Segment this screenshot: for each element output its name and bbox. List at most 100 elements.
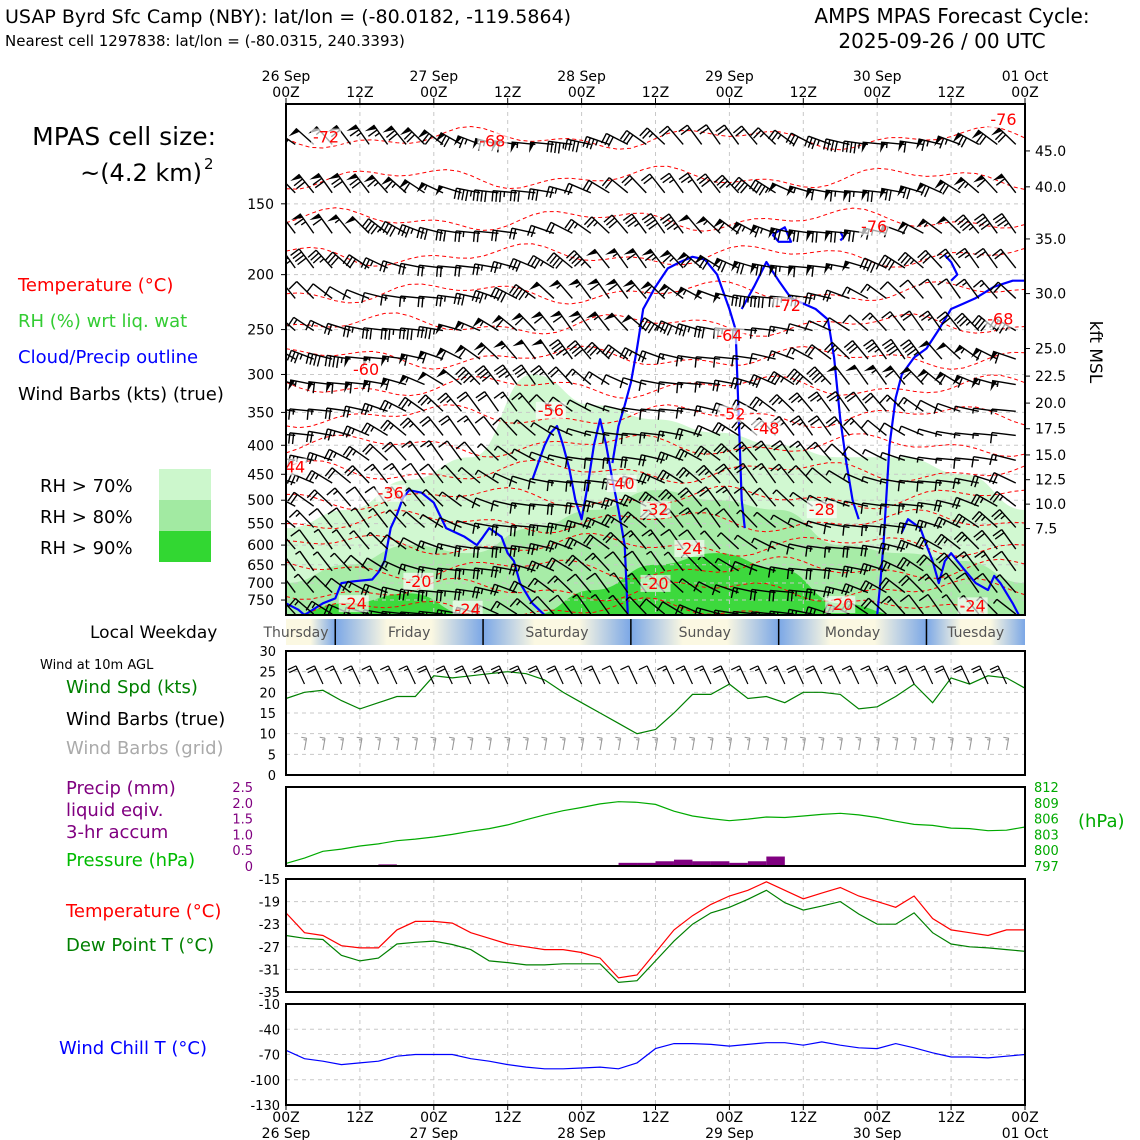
wind-barb-flag: [301, 736, 307, 739]
wind-barb-staff: [369, 531, 389, 550]
wind-barb-flag: [380, 294, 384, 306]
wind-barb-pennant: [677, 214, 690, 222]
wind-barb-pennant: [603, 312, 615, 321]
wind-barb-halfflag: [282, 183, 286, 187]
wind-barb-flag: [638, 491, 647, 501]
wind-barb-staff: [574, 573, 592, 593]
wind-barb-pennant: [363, 174, 375, 183]
wind-barb-staff: [404, 178, 425, 194]
wind-barb-staff: [646, 281, 666, 299]
wind-barb-flag: [882, 543, 887, 555]
wind-barb-staff: [826, 497, 850, 507]
wind-barb-halfflag: [426, 443, 432, 448]
wind-barb-halfflag: [278, 499, 280, 504]
wind-barb-flag: [916, 554, 925, 564]
wind-barb-flag: [476, 264, 480, 276]
wind-barb-flag: [495, 318, 504, 329]
wind-barb-staff: [662, 601, 684, 615]
wind-barb-halfflag: [533, 580, 539, 586]
wind-barb-pennant: [623, 248, 636, 255]
wind-barb-staff: [665, 489, 684, 507]
wind-barb-halfflag: [923, 222, 929, 228]
wind-barb-flag: [308, 453, 314, 465]
wind-barb-staff: [500, 340, 518, 360]
wind-barb-flag: [810, 418, 820, 426]
wind-barb-halfflag: [816, 397, 822, 402]
wind-barb-flag: [749, 589, 753, 601]
wind-barb-flag: [772, 611, 775, 615]
wind-barb-flag: [713, 174, 723, 184]
wind-barb-halfflag: [403, 296, 406, 302]
wind-barb-flag: [863, 600, 872, 610]
wind-barb-flag: [385, 611, 387, 615]
wind-barb-pennant: [863, 364, 876, 372]
wind-barb-flag: [962, 223, 972, 232]
wind-barb-halfflag: [924, 540, 929, 547]
wind-barb-flag: [472, 665, 482, 671]
wind-barb-staff: [286, 479, 296, 484]
wind-barb-flag: [349, 178, 359, 186]
wind-barb-halfflag: [703, 220, 708, 226]
wind-barb-staff: [828, 470, 850, 484]
wind-barb-staff: [422, 514, 444, 529]
wind-barb-flag: [823, 567, 827, 579]
wind-barb-flag: [326, 487, 336, 496]
wind-barb-flag: [719, 180, 729, 189]
wind-barb-staff: [807, 568, 832, 572]
wind-barb-staff: [531, 451, 555, 462]
wind-chill-panel: -130-100-70-40-10: [250, 998, 1026, 1114]
wind-barb-halfflag: [960, 348, 965, 354]
wind-barb-flag: [711, 584, 717, 596]
wind-barb-flag: [938, 555, 948, 564]
wind-barb-flag: [638, 432, 642, 444]
wind-barb-staff: [628, 665, 638, 685]
wind-barb-flag: [528, 394, 538, 403]
wind-barb-pennant: [695, 216, 707, 225]
wind-barb-flag: [658, 125, 669, 134]
wind-barb-flag: [583, 665, 592, 671]
wind-barb-flag: [988, 472, 995, 483]
wind-barb-halfflag: [833, 347, 839, 353]
wind-barb-staff: [608, 177, 629, 194]
wind-barb-flag: [305, 470, 313, 481]
wind-barb-flag: [398, 328, 402, 339]
wind-barb-staff: [705, 124, 721, 145]
wind-barb-flag: [677, 487, 687, 496]
wind-barb-halfflag: [524, 293, 529, 299]
wind-barb-halfflag: [536, 545, 539, 551]
wind-barb-halfflag: [627, 572, 633, 578]
wind-barb-flag: [472, 263, 476, 275]
wind-barb-staff: [372, 508, 389, 528]
wind-barb-flag: [458, 231, 461, 243]
wind-barb-halfflag: [584, 430, 587, 437]
wind-barb-staff: [535, 665, 546, 685]
wind-barb-staff: [312, 283, 333, 300]
wind-barb-halfflag: [772, 567, 775, 573]
wind-barb-halfflag: [278, 458, 279, 463]
wind-barb-flag: [678, 529, 688, 537]
wind-barb-staff: [796, 392, 814, 412]
wind-barb-flag: [693, 405, 698, 417]
wind-barb-flag: [717, 222, 725, 232]
wind-barb-staff: [408, 487, 426, 507]
wind-barb-flag: [749, 327, 753, 339]
wind-barb-flag: [272, 133, 278, 142]
wind-barb-flag: [402, 264, 406, 275]
weekday-segment: [926, 619, 1025, 645]
wind-barb-pennant: [916, 218, 927, 228]
wind-barb-halfflag: [887, 544, 890, 551]
wind-barb-halfflag: [945, 254, 951, 259]
wind-barb-flag: [791, 418, 802, 426]
wind-barb-staff: [594, 278, 610, 299]
wind-barb-staff: [826, 289, 850, 300]
wind-barb-flag: [305, 600, 313, 611]
wind-barb-flag: [528, 524, 531, 536]
wind-barb-flag: [401, 225, 407, 237]
wind-barb-flag: [959, 220, 969, 229]
wind-barb-flag: [511, 259, 518, 271]
wind-barb-flag: [457, 369, 467, 378]
forecast-cycle-label: AMPS MPAS Forecast Cycle:: [814, 4, 1089, 28]
wind-barb-halfflag: [661, 354, 665, 360]
wind-barb-flag: [332, 356, 336, 368]
y-tick-label: 806: [1034, 813, 1059, 828]
